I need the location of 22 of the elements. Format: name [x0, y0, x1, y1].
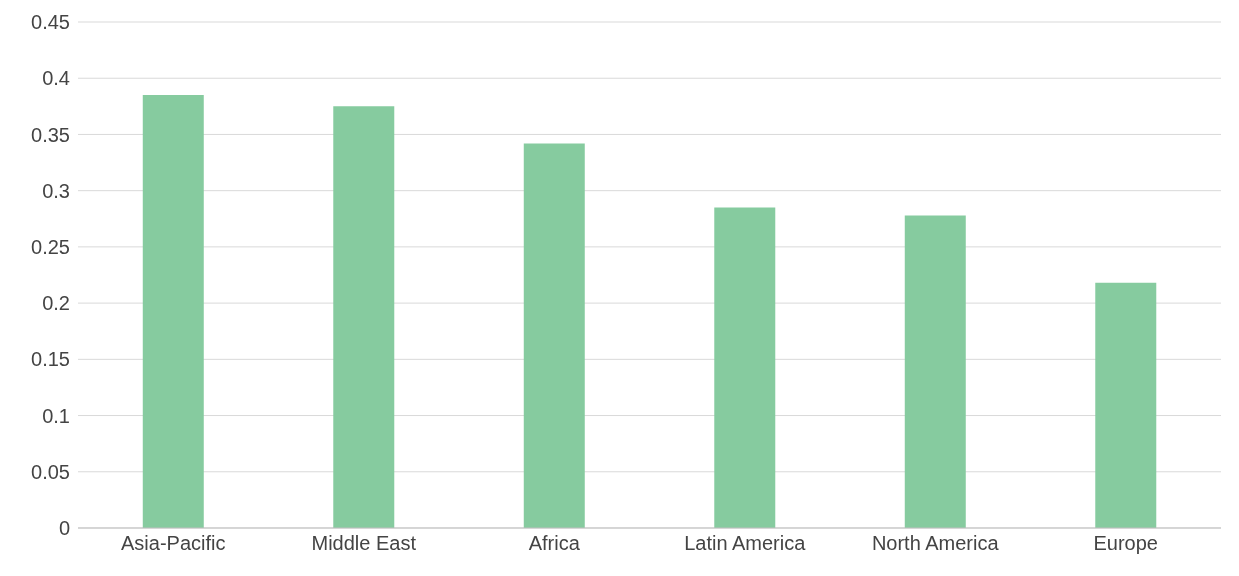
y-tick-label: 0.1	[42, 404, 70, 427]
bar	[333, 106, 395, 528]
x-tick-label: Latin America	[684, 532, 807, 555]
bar	[904, 215, 966, 528]
bar	[142, 95, 204, 528]
x-tick-label: North America	[871, 532, 1000, 555]
y-tick-label: 0.2	[42, 292, 70, 315]
y-tick-label: 0.35	[31, 123, 70, 146]
y-tick-label: 0.25	[31, 235, 70, 258]
y-tick-label: 0.05	[31, 460, 70, 483]
x-tick-label: Africa	[528, 532, 581, 555]
bar	[523, 143, 585, 528]
x-tick-label: Europe	[1093, 532, 1158, 555]
y-tick-label: 0.15	[31, 348, 70, 371]
y-tick-label: 0.45	[31, 11, 70, 34]
bar	[1095, 282, 1157, 528]
x-tick-label: Asia-Pacific	[121, 532, 226, 555]
y-tick-label: 0.4	[42, 67, 70, 90]
x-tick-label: Middle East	[311, 532, 417, 555]
y-tick-label: 0.3	[42, 179, 70, 202]
bar	[714, 207, 776, 528]
y-tick-label: 0	[58, 517, 70, 540]
